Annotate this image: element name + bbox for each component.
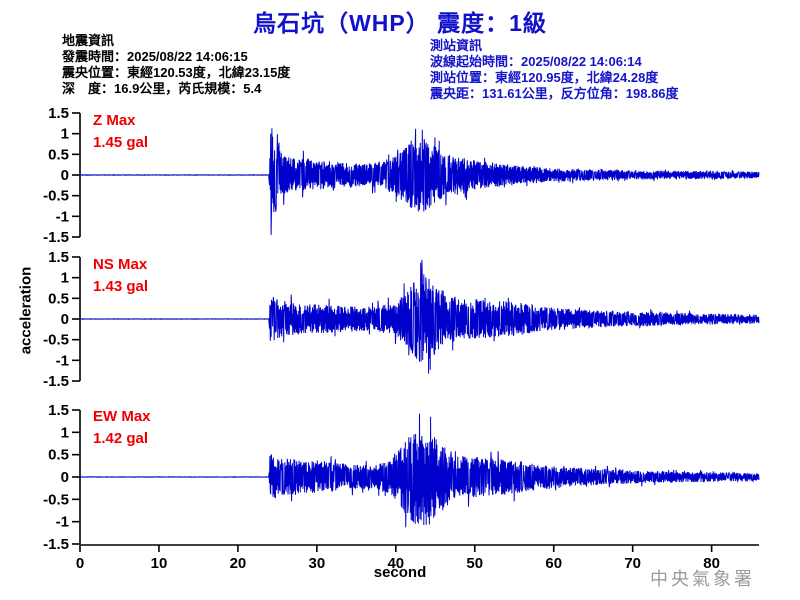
y-tick-label: -0.5	[43, 491, 69, 508]
quake-info-heading: 地震資訊	[62, 33, 115, 48]
station-info-block: 測站資訊 波線起始時間：2025/08/22 14:06:14 測站位置：東經1…	[430, 38, 679, 102]
x-tick-label: 40	[387, 555, 404, 572]
y-tick-label: -1	[56, 208, 69, 225]
y-tick-label: -1	[56, 514, 69, 531]
x-axis-title: second	[373, 564, 427, 581]
y-tick-label: 1.5	[48, 105, 69, 122]
y-tick-label: 1.5	[48, 249, 69, 266]
y-tick-label: -1.5	[43, 229, 69, 246]
ew-max-name: EW Max	[93, 408, 151, 425]
quake-info-block: 地震資訊 發震時間：2025/08/22 14:06:15 震央位置：東經120…	[62, 33, 290, 97]
ns-max-name: NS Max	[93, 256, 148, 273]
x-tick-label: 0	[76, 555, 84, 572]
y-tick-label: 0	[61, 469, 69, 486]
ew-max-value: 1.42 gal	[93, 430, 149, 447]
y-tick-label: 0	[61, 311, 69, 328]
quake-info-epicenter: 震央位置：東經120.53度，北緯23.15度	[62, 65, 291, 80]
ns-max-label: NS Max 1.43 gal	[93, 254, 148, 298]
y-tick-label: 1	[61, 126, 69, 143]
station-info-location: 測站位置：東經120.95度，北緯24.28度	[430, 70, 659, 85]
y-tick-label: 0.5	[48, 290, 69, 307]
x-tick-label: 20	[230, 555, 247, 572]
ns-max-value: 1.43 gal	[93, 278, 149, 295]
station-info-heading: 測站資訊	[430, 38, 483, 53]
y-tick-label: 0	[61, 167, 69, 184]
x-tick-label: 60	[545, 555, 562, 572]
y-tick-label: -1	[56, 352, 69, 369]
y-tick-label: 1	[61, 424, 69, 441]
y-tick-label: -1.5	[43, 373, 69, 390]
y-axis-title: acceleration	[17, 266, 35, 355]
x-tick-label: 30	[309, 555, 326, 572]
y-tick-label: -1.5	[43, 536, 69, 553]
agency-watermark: 中央氣象署	[650, 569, 755, 589]
quake-info-depth-magnitude: 深 度：16.9公里，芮氏規模：5.4	[62, 81, 262, 96]
z-max-label: Z Max 1.45 gal	[93, 110, 148, 154]
y-tick-label: 1	[61, 270, 69, 287]
ew-max-label: EW Max 1.42 gal	[93, 406, 151, 450]
x-tick-label: 50	[466, 555, 483, 572]
quake-info-origin-time: 發震時間：2025/08/22 14:06:15	[62, 49, 248, 64]
waveform-z	[79, 128, 760, 235]
y-tick-label: -0.5	[43, 332, 69, 349]
x-tick-label: 70	[624, 555, 641, 572]
z-max-name: Z Max	[93, 112, 136, 129]
station-info-wave-start-time: 波線起始時間：2025/08/22 14:06:14	[430, 54, 642, 69]
station-info-distance-azimuth: 震央距：131.61公里，反方位角：198.86度	[430, 86, 679, 101]
y-tick-label: 1.5	[48, 402, 69, 419]
y-tick-label: -0.5	[43, 188, 69, 205]
waveform-ns	[79, 259, 760, 374]
page-title: 烏石坑（WHP） 震度：1級	[253, 10, 547, 36]
y-tick-label: 0.5	[48, 146, 69, 163]
x-tick-label: 80	[703, 555, 720, 572]
x-tick-label: 10	[151, 555, 168, 572]
y-tick-label: 0.5	[48, 447, 69, 464]
z-max-value: 1.45 gal	[93, 134, 149, 151]
waveform-ew	[79, 413, 760, 528]
